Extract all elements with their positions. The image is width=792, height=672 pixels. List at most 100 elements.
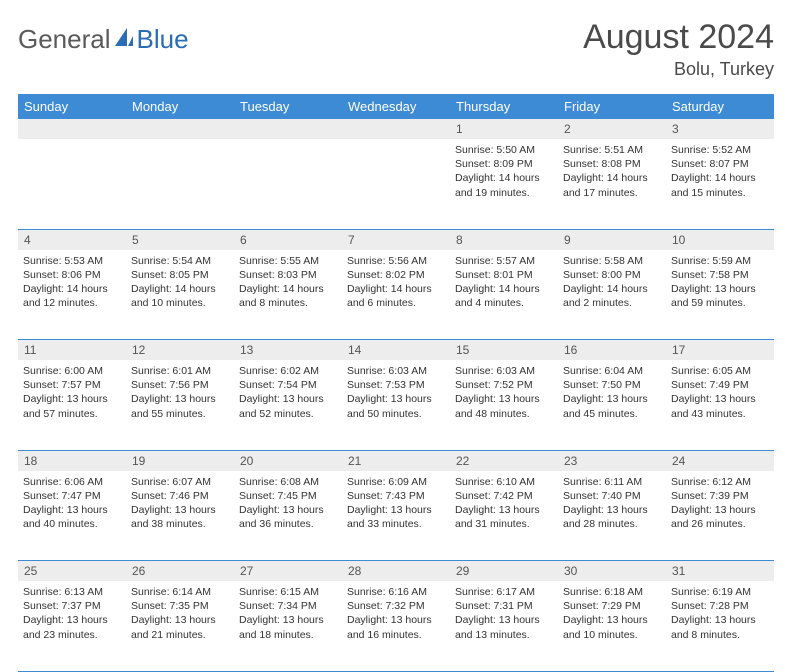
sunrise-line: Sunrise: 6:18 AM xyxy=(563,585,661,599)
daylight-line: Daylight: 14 hours and 10 minutes. xyxy=(131,282,229,310)
header: General Blue August 2024 Bolu, Turkey xyxy=(18,18,774,80)
sunset-line: Sunset: 7:32 PM xyxy=(347,599,445,613)
day-number: 24 xyxy=(666,450,774,471)
day-cell: Sunrise: 5:52 AMSunset: 8:07 PMDaylight:… xyxy=(666,139,774,229)
day-cell: Sunrise: 5:51 AMSunset: 8:08 PMDaylight:… xyxy=(558,139,666,229)
sunset-line: Sunset: 8:03 PM xyxy=(239,268,337,282)
daynum-row: 25262728293031 xyxy=(18,561,774,582)
day-cell: Sunrise: 6:19 AMSunset: 7:28 PMDaylight:… xyxy=(666,581,774,671)
sunset-line: Sunset: 7:43 PM xyxy=(347,489,445,503)
daylight-line: Daylight: 14 hours and 2 minutes. xyxy=(563,282,661,310)
day-cell: Sunrise: 6:16 AMSunset: 7:32 PMDaylight:… xyxy=(342,581,450,671)
dayname: Friday xyxy=(558,94,666,119)
day-number: 22 xyxy=(450,450,558,471)
day-number: 3 xyxy=(666,119,774,139)
daylight-line: Daylight: 14 hours and 4 minutes. xyxy=(455,282,553,310)
location: Bolu, Turkey xyxy=(583,59,774,80)
sunrise-line: Sunrise: 5:51 AM xyxy=(563,143,661,157)
day-number: 26 xyxy=(126,561,234,582)
day-cell: Sunrise: 6:08 AMSunset: 7:45 PMDaylight:… xyxy=(234,471,342,561)
daylight-line: Daylight: 13 hours and 21 minutes. xyxy=(131,613,229,641)
day-number: 18 xyxy=(18,450,126,471)
daylight-line: Daylight: 13 hours and 26 minutes. xyxy=(671,503,769,531)
day-cell: Sunrise: 5:58 AMSunset: 8:00 PMDaylight:… xyxy=(558,250,666,340)
day-number xyxy=(18,119,126,139)
day-number: 20 xyxy=(234,450,342,471)
dayname: Saturday xyxy=(666,94,774,119)
sunset-line: Sunset: 7:47 PM xyxy=(23,489,121,503)
daylight-line: Daylight: 13 hours and 13 minutes. xyxy=(455,613,553,641)
daynum-row: 18192021222324 xyxy=(18,450,774,471)
day-cell: Sunrise: 6:03 AMSunset: 7:53 PMDaylight:… xyxy=(342,360,450,450)
day-number: 19 xyxy=(126,450,234,471)
day-number: 6 xyxy=(234,229,342,250)
daylight-line: Daylight: 13 hours and 40 minutes. xyxy=(23,503,121,531)
day-cell: Sunrise: 5:55 AMSunset: 8:03 PMDaylight:… xyxy=(234,250,342,340)
logo-sail-icon xyxy=(113,26,135,53)
daylight-line: Daylight: 14 hours and 8 minutes. xyxy=(239,282,337,310)
daylight-line: Daylight: 13 hours and 45 minutes. xyxy=(563,392,661,420)
sunset-line: Sunset: 8:09 PM xyxy=(455,157,553,171)
day-cell: Sunrise: 6:13 AMSunset: 7:37 PMDaylight:… xyxy=(18,581,126,671)
day-number: 12 xyxy=(126,340,234,361)
day-number: 30 xyxy=(558,561,666,582)
sunset-line: Sunset: 7:40 PM xyxy=(563,489,661,503)
day-cell xyxy=(234,139,342,229)
sunrise-line: Sunrise: 6:03 AM xyxy=(455,364,553,378)
day-cell: Sunrise: 6:06 AMSunset: 7:47 PMDaylight:… xyxy=(18,471,126,561)
sunset-line: Sunset: 7:28 PM xyxy=(671,599,769,613)
day-number xyxy=(234,119,342,139)
day-number: 21 xyxy=(342,450,450,471)
day-cell: Sunrise: 6:18 AMSunset: 7:29 PMDaylight:… xyxy=(558,581,666,671)
daylight-line: Daylight: 13 hours and 50 minutes. xyxy=(347,392,445,420)
day-cell: Sunrise: 6:04 AMSunset: 7:50 PMDaylight:… xyxy=(558,360,666,450)
logo-text-blue: Blue xyxy=(137,24,189,55)
sunset-line: Sunset: 7:37 PM xyxy=(23,599,121,613)
day-number: 27 xyxy=(234,561,342,582)
day-cell: Sunrise: 5:56 AMSunset: 8:02 PMDaylight:… xyxy=(342,250,450,340)
week-row: Sunrise: 6:00 AMSunset: 7:57 PMDaylight:… xyxy=(18,360,774,450)
daylight-line: Daylight: 14 hours and 15 minutes. xyxy=(671,171,769,199)
day-cell: Sunrise: 6:12 AMSunset: 7:39 PMDaylight:… xyxy=(666,471,774,561)
daylight-line: Daylight: 13 hours and 59 minutes. xyxy=(671,282,769,310)
dayname: Tuesday xyxy=(234,94,342,119)
sunset-line: Sunset: 7:53 PM xyxy=(347,378,445,392)
sunset-line: Sunset: 7:57 PM xyxy=(23,378,121,392)
sunset-line: Sunset: 7:29 PM xyxy=(563,599,661,613)
logo: General Blue xyxy=(18,24,189,55)
daynum-row: 11121314151617 xyxy=(18,340,774,361)
dayname: Wednesday xyxy=(342,94,450,119)
sunrise-line: Sunrise: 6:12 AM xyxy=(671,475,769,489)
day-cell: Sunrise: 6:11 AMSunset: 7:40 PMDaylight:… xyxy=(558,471,666,561)
day-number: 13 xyxy=(234,340,342,361)
sunrise-line: Sunrise: 6:02 AM xyxy=(239,364,337,378)
week-row: Sunrise: 6:13 AMSunset: 7:37 PM Daylight:… xyxy=(18,581,774,671)
calendar: Sunday Monday Tuesday Wednesday Thursday… xyxy=(18,94,774,672)
sunrise-line: Sunrise: 6:13 AM xyxy=(23,585,121,599)
day-cell: Sunrise: 6:10 AMSunset: 7:42 PMDaylight:… xyxy=(450,471,558,561)
day-number: 23 xyxy=(558,450,666,471)
day-number: 10 xyxy=(666,229,774,250)
day-cell: Sunrise: 6:05 AMSunset: 7:49 PMDaylight:… xyxy=(666,360,774,450)
day-cell: Sunrise: 6:00 AMSunset: 7:57 PMDaylight:… xyxy=(18,360,126,450)
day-cell: Sunrise: 6:09 AMSunset: 7:43 PMDaylight:… xyxy=(342,471,450,561)
sunrise-line: Sunrise: 5:56 AM xyxy=(347,254,445,268)
day-number: 17 xyxy=(666,340,774,361)
sunset-line: Sunset: 8:08 PM xyxy=(563,157,661,171)
day-cell: Sunrise: 6:15 AMSunset: 7:34 PMDaylight:… xyxy=(234,581,342,671)
week-row: Sunrise: 5:50 AMSunset: 8:09 PMDaylight:… xyxy=(18,139,774,229)
sunset-line: Sunset: 7:45 PM xyxy=(239,489,337,503)
day-cell: Sunrise: 6:17 AMSunset: 7:31 PMDaylight:… xyxy=(450,581,558,671)
sunrise-line: Sunrise: 5:53 AM xyxy=(23,254,121,268)
sunrise-line: Sunrise: 5:55 AM xyxy=(239,254,337,268)
sunrise-line: Sunrise: 5:54 AM xyxy=(131,254,229,268)
daylight-line: Daylight: 14 hours and 19 minutes. xyxy=(455,171,553,199)
daylight-line: Daylight: 14 hours and 12 minutes. xyxy=(23,282,121,310)
sunrise-line: Sunrise: 6:15 AM xyxy=(239,585,337,599)
sunset-line: Sunset: 7:42 PM xyxy=(455,489,553,503)
sunrise-line: Sunrise: 6:14 AM xyxy=(131,585,229,599)
daylight-line: Daylight: 13 hours and 52 minutes. xyxy=(239,392,337,420)
day-number xyxy=(342,119,450,139)
week-row: Sunrise: 6:06 AMSunset: 7:47 PMDaylight:… xyxy=(18,471,774,561)
day-number: 7 xyxy=(342,229,450,250)
